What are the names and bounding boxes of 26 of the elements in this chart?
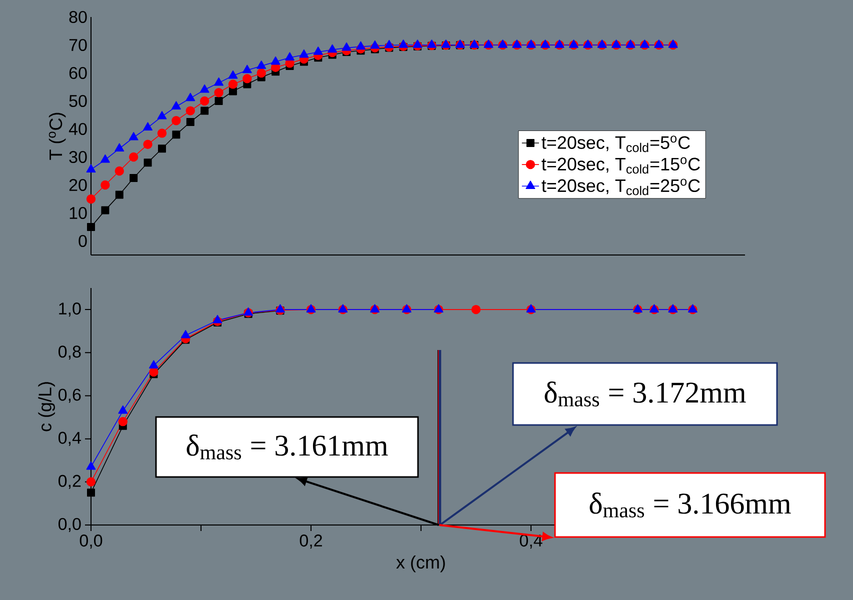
x-tick-label: 0,0 xyxy=(80,534,102,549)
y-tick-label: 0,6 xyxy=(58,388,81,403)
y-tick-label: 0,0 xyxy=(58,518,81,532)
y-tick-label: 60 xyxy=(69,66,87,80)
legend-label: t=20sec, T$_{cold}$=15$^{o}$C xyxy=(542,157,700,174)
y-tick-label: 50 xyxy=(69,94,87,108)
legend-label: t=20sec, T$_{cold}$=25$^{o}$C xyxy=(542,178,700,196)
legend-label: t=20sec, T$_{cold}$=5$^{o}$C xyxy=(542,136,690,152)
y-tick-label: 70 xyxy=(69,38,87,52)
y-tick-label: 1,0 xyxy=(59,302,81,317)
annotation: δ$_{mass}$ = 3.161mm xyxy=(186,434,388,460)
annotation: δ$_{mass}$ = 3.166mm xyxy=(590,492,791,518)
x-tick-label: 0,2 xyxy=(300,534,322,549)
y-axis-title: c (g/L) xyxy=(38,382,55,432)
y-tick-label: 80 xyxy=(69,10,87,24)
x-axis-title: x (cm) xyxy=(396,555,445,572)
y-tick-label: 10 xyxy=(70,206,87,220)
y-tick-label: 0,2 xyxy=(58,474,81,489)
y-tick-label: 0,4 xyxy=(58,432,81,446)
y-tick-label: 0 xyxy=(78,234,87,248)
y-tick-label: 0,8 xyxy=(58,346,81,360)
y-axis-title: T ($^{o}$C) xyxy=(48,112,66,160)
y-tick-label: 20 xyxy=(69,178,87,192)
y-tick-label: 30 xyxy=(69,150,87,164)
annotation: δ$_{mass}$ = 3.172mm xyxy=(544,382,746,406)
y-tick-label: 40 xyxy=(68,122,87,136)
